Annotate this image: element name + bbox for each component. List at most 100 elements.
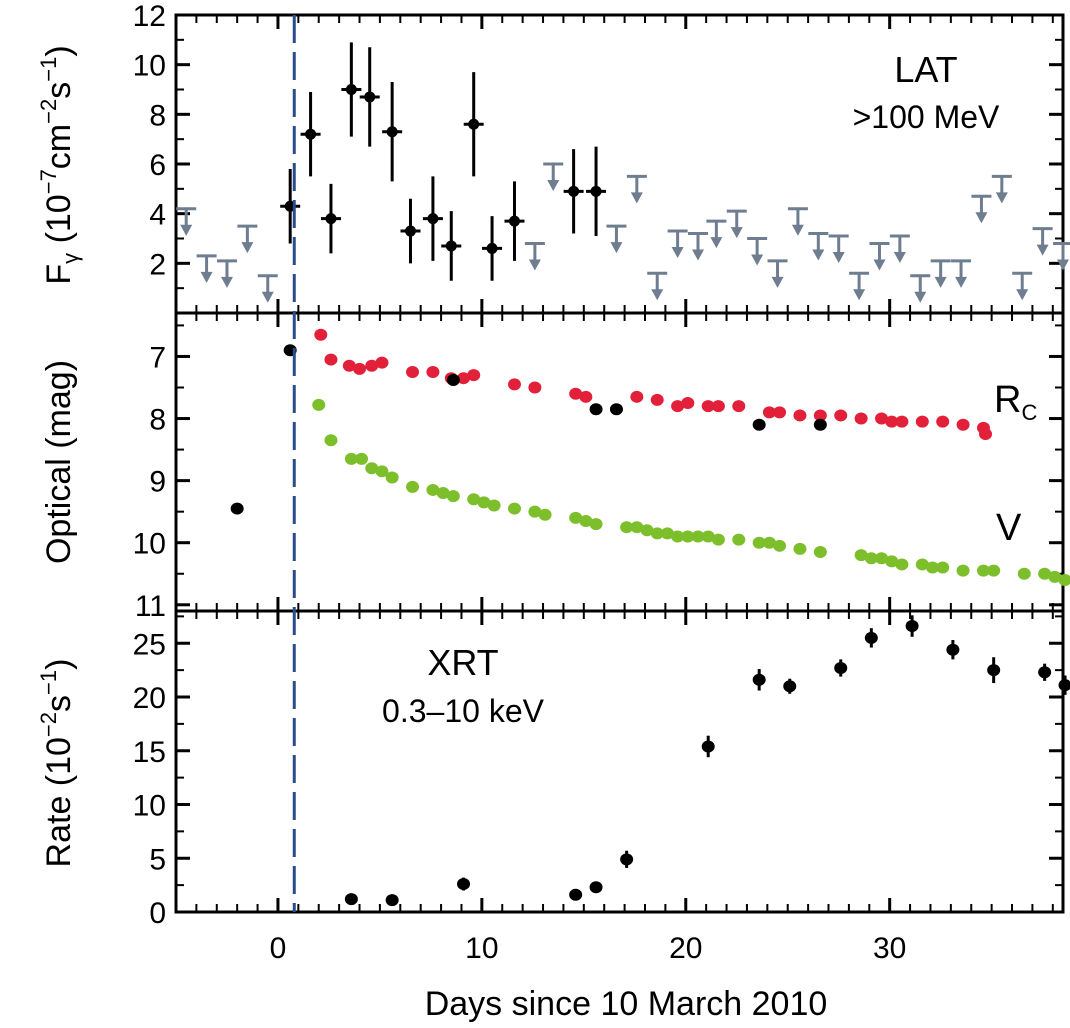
y-tick-label: 8 <box>149 404 166 437</box>
x-tick-label: 20 <box>669 932 702 965</box>
lat-detection-point <box>427 213 439 225</box>
y-tick-label: 12 <box>133 0 166 33</box>
x-axis-title: Days since 10 March 2010 <box>425 985 828 1023</box>
xrt-rate-point <box>385 894 399 907</box>
lat-panel: 2 4 6 8 10 12 LAT >100 MeV Fγ (10−7cm−2s−1) <box>36 0 1070 315</box>
lat-detection-point <box>468 118 480 130</box>
v-band-point <box>630 521 644 534</box>
xrt-panel-frame <box>174 609 1065 914</box>
v-band-point <box>773 539 787 552</box>
y-tick-label: 15 <box>133 736 166 769</box>
lat-upper-limit-arrow <box>241 242 254 254</box>
lat-upper-limit-arrow <box>692 249 705 261</box>
rc-band-point <box>979 428 993 441</box>
y-tick-label: 2 <box>149 248 166 281</box>
v-band-point <box>426 483 440 496</box>
rc-band-point <box>569 387 583 400</box>
lat-upper-limit-arrow <box>934 276 947 288</box>
y-tick-label: 10 <box>133 790 166 823</box>
xrt-panel: 0 5 10 15 20 25 XRT 0.3–10 keV Rate (10−2s−1) <box>36 609 1070 930</box>
v-band-point <box>813 546 827 559</box>
optical-black-point <box>230 502 244 515</box>
lat-upper-limit-arrow <box>995 192 1008 204</box>
lat-upper-limit-arrow <box>873 259 886 271</box>
v-band-point <box>365 462 379 475</box>
v-band-point <box>312 398 326 411</box>
v-band-point <box>589 518 603 531</box>
lat-upper-limit-arrow <box>791 224 804 236</box>
v-band-label: V <box>996 507 1022 549</box>
xrt-rate-point <box>1038 666 1052 679</box>
rc-band-point <box>426 365 440 378</box>
xrt-rate-point <box>457 878 471 891</box>
xrt-rate-point <box>701 740 715 753</box>
lat-upper-limit-arrow <box>180 224 193 236</box>
x-tick-label: 30 <box>873 932 906 965</box>
rc-band-point <box>375 356 389 369</box>
lat-detection-point <box>486 242 498 254</box>
optical-data-marks <box>230 328 1070 586</box>
v-band-point <box>1048 570 1062 583</box>
v-band-point <box>355 452 369 465</box>
v-band-point <box>446 490 460 503</box>
v-band-point <box>344 452 358 465</box>
lat-upper-limit-arrow <box>975 212 988 224</box>
lat-upper-limit-arrow <box>771 276 784 288</box>
rc-band-point <box>579 390 593 403</box>
xrt-rate-point <box>1058 679 1070 692</box>
lat-upper-limit-arrow <box>1036 244 1049 256</box>
lat-detection-point <box>345 84 357 95</box>
lat-upper-limit-arrow <box>893 252 906 264</box>
rc-band-point <box>885 415 899 428</box>
rc-band-point <box>711 400 725 413</box>
y-tick-label: 11 <box>135 590 166 623</box>
v-band-point <box>875 552 889 565</box>
lat-detection-point <box>364 91 376 103</box>
y-tick-label: 7 <box>149 341 166 374</box>
v-band-point <box>915 558 929 571</box>
rc-band-point <box>813 409 827 422</box>
optical-black-point <box>813 418 827 431</box>
v-band-point <box>925 561 939 574</box>
lat-upper-limit-arrow <box>710 237 723 249</box>
lat-upper-limit-arrow <box>261 291 274 303</box>
v-band-point <box>976 564 990 577</box>
lat-detection-point <box>305 128 317 140</box>
lat-upper-limit-arrow <box>547 180 560 191</box>
rc-band-point <box>956 418 970 431</box>
optical-y-axis-title: Optical (mag) <box>40 360 78 564</box>
y-tick-label: 10 <box>133 528 166 561</box>
xrt-y-axis-title: Rate (10−2s−1) <box>36 659 78 868</box>
lat-detection-point <box>404 225 416 237</box>
lat-upper-limit-arrow <box>730 227 743 239</box>
v-band-point <box>752 536 766 549</box>
lat-detection-point <box>568 185 580 197</box>
v-band-point <box>711 533 725 546</box>
v-band-point <box>436 487 450 500</box>
v-band-point <box>701 530 715 543</box>
v-band-point <box>936 561 950 574</box>
lat-upper-limit-arrow <box>671 247 684 259</box>
v-band-point <box>324 434 338 447</box>
y-tick-label: 8 <box>149 99 166 132</box>
v-band-point <box>507 502 521 515</box>
rc-band-point <box>528 381 542 394</box>
x-tick-label: 0 <box>270 932 287 965</box>
v-band-point <box>406 480 420 493</box>
v-band-point <box>569 511 583 524</box>
y-tick-label: 10 <box>133 50 166 83</box>
lat-upper-limit-arrow <box>630 192 643 204</box>
xrt-rate-point <box>752 673 766 686</box>
lat-detection-point <box>325 213 337 225</box>
lat-upper-limit-arrow <box>220 276 233 288</box>
rc-band-point <box>762 406 776 419</box>
optical-panel: 7 8 9 10 11 RC V Optical (mag) <box>40 311 1070 623</box>
xrt-rate-point <box>864 631 878 644</box>
optical-black-point <box>589 403 603 416</box>
y-tick-label: 4 <box>149 199 166 232</box>
v-band-point <box>864 552 878 565</box>
y-tick-label: 20 <box>133 682 166 715</box>
v-band-point <box>579 514 593 527</box>
y-tick-label: 0 <box>149 897 166 930</box>
xrt-rate-point <box>569 888 583 901</box>
